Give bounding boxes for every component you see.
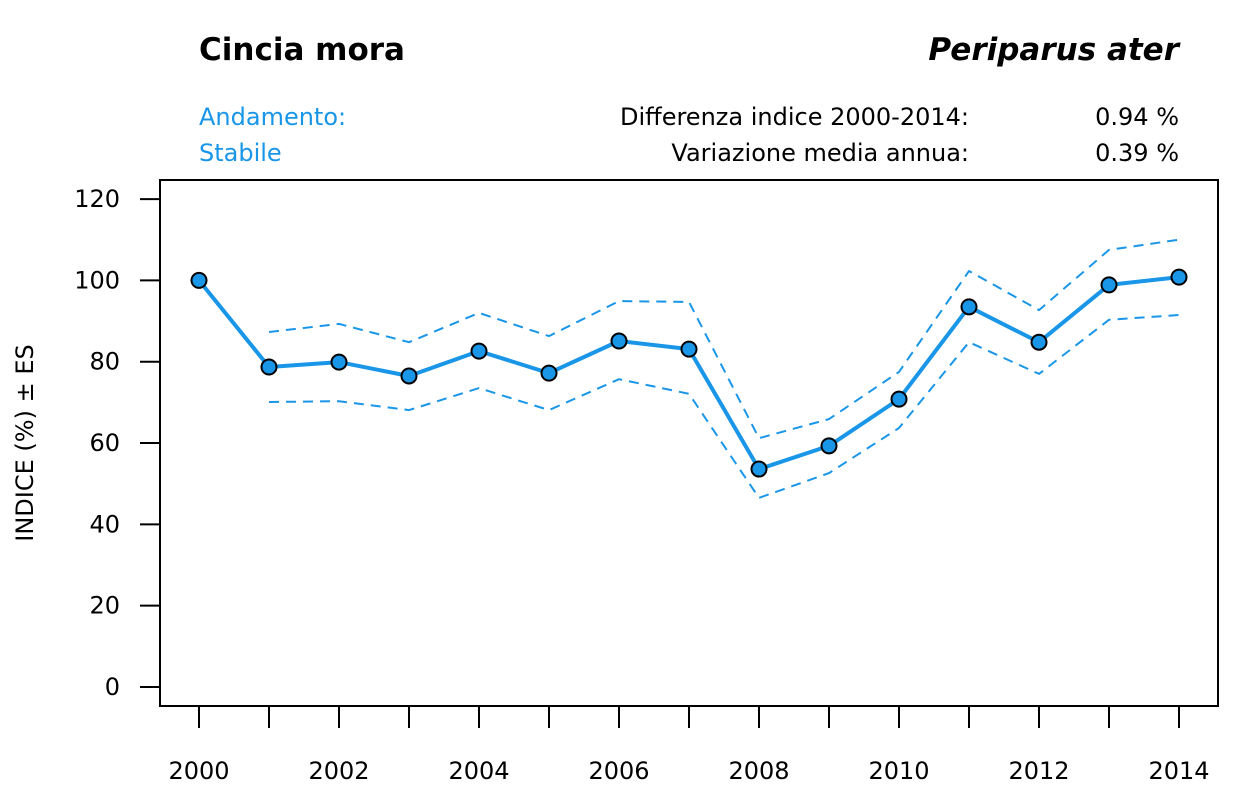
y-tick-label: 40 [89, 510, 120, 538]
index-line [197, 275, 1180, 472]
trend-label: Andamento: [199, 103, 347, 131]
data-point [890, 390, 908, 408]
upper-error-line [268, 238, 1180, 440]
y-tick-label: 0 [105, 673, 120, 701]
stat-label-annual-variation: Variazione media annua: [671, 139, 969, 167]
x-tick-label: 2014 [1148, 757, 1209, 785]
y-tick-label: 120 [74, 185, 120, 213]
data-point [470, 342, 488, 360]
data-point [540, 364, 558, 382]
y-tick-label: 60 [89, 429, 120, 457]
stat-value-index-difference: 0.94 % [1095, 103, 1179, 131]
y-tick-label: 20 [89, 592, 120, 620]
data-point [750, 460, 768, 478]
x-tick-label: 2006 [588, 757, 649, 785]
data-point [960, 298, 978, 316]
plot-frame [159, 179, 1219, 707]
series-layer [190, 238, 1188, 499]
y-tick-label: 100 [74, 266, 120, 294]
data-point [260, 358, 278, 376]
data-point [400, 367, 418, 385]
data-point [820, 437, 838, 455]
stat-value-annual-variation: 0.39 % [1095, 139, 1179, 167]
data-point [190, 271, 208, 289]
stat-label-index-difference: Differenza indice 2000-2014: [620, 103, 969, 131]
y-tick-label: 80 [89, 348, 120, 376]
trend-value: Stabile [199, 139, 282, 167]
data-point [330, 353, 348, 371]
chart-title-scientific-name: Periparus ater [928, 32, 1179, 68]
x-tick-label: 2002 [308, 757, 369, 785]
x-tick-label: 2000 [168, 757, 229, 785]
x-tick-label: 2012 [1008, 757, 1069, 785]
data-point [1030, 333, 1048, 351]
y-axis-label: INDICE (%) ± ES [11, 344, 39, 541]
lower-error-line [268, 314, 1180, 499]
data-point [680, 340, 698, 358]
data-point [1170, 268, 1188, 286]
y-axis: 0 20 40 60 80 100 120 [74, 185, 160, 701]
x-tick-label: 2008 [728, 757, 789, 785]
x-tick-label: 2010 [868, 757, 929, 785]
x-tick-label: 2004 [448, 757, 509, 785]
data-point [1100, 276, 1118, 294]
x-axis: 2000 2002 2004 2006 2008 2010 2012 2014 [168, 707, 1210, 785]
chart-title-common-name: Cincia mora [199, 32, 405, 68]
data-point [610, 332, 628, 350]
